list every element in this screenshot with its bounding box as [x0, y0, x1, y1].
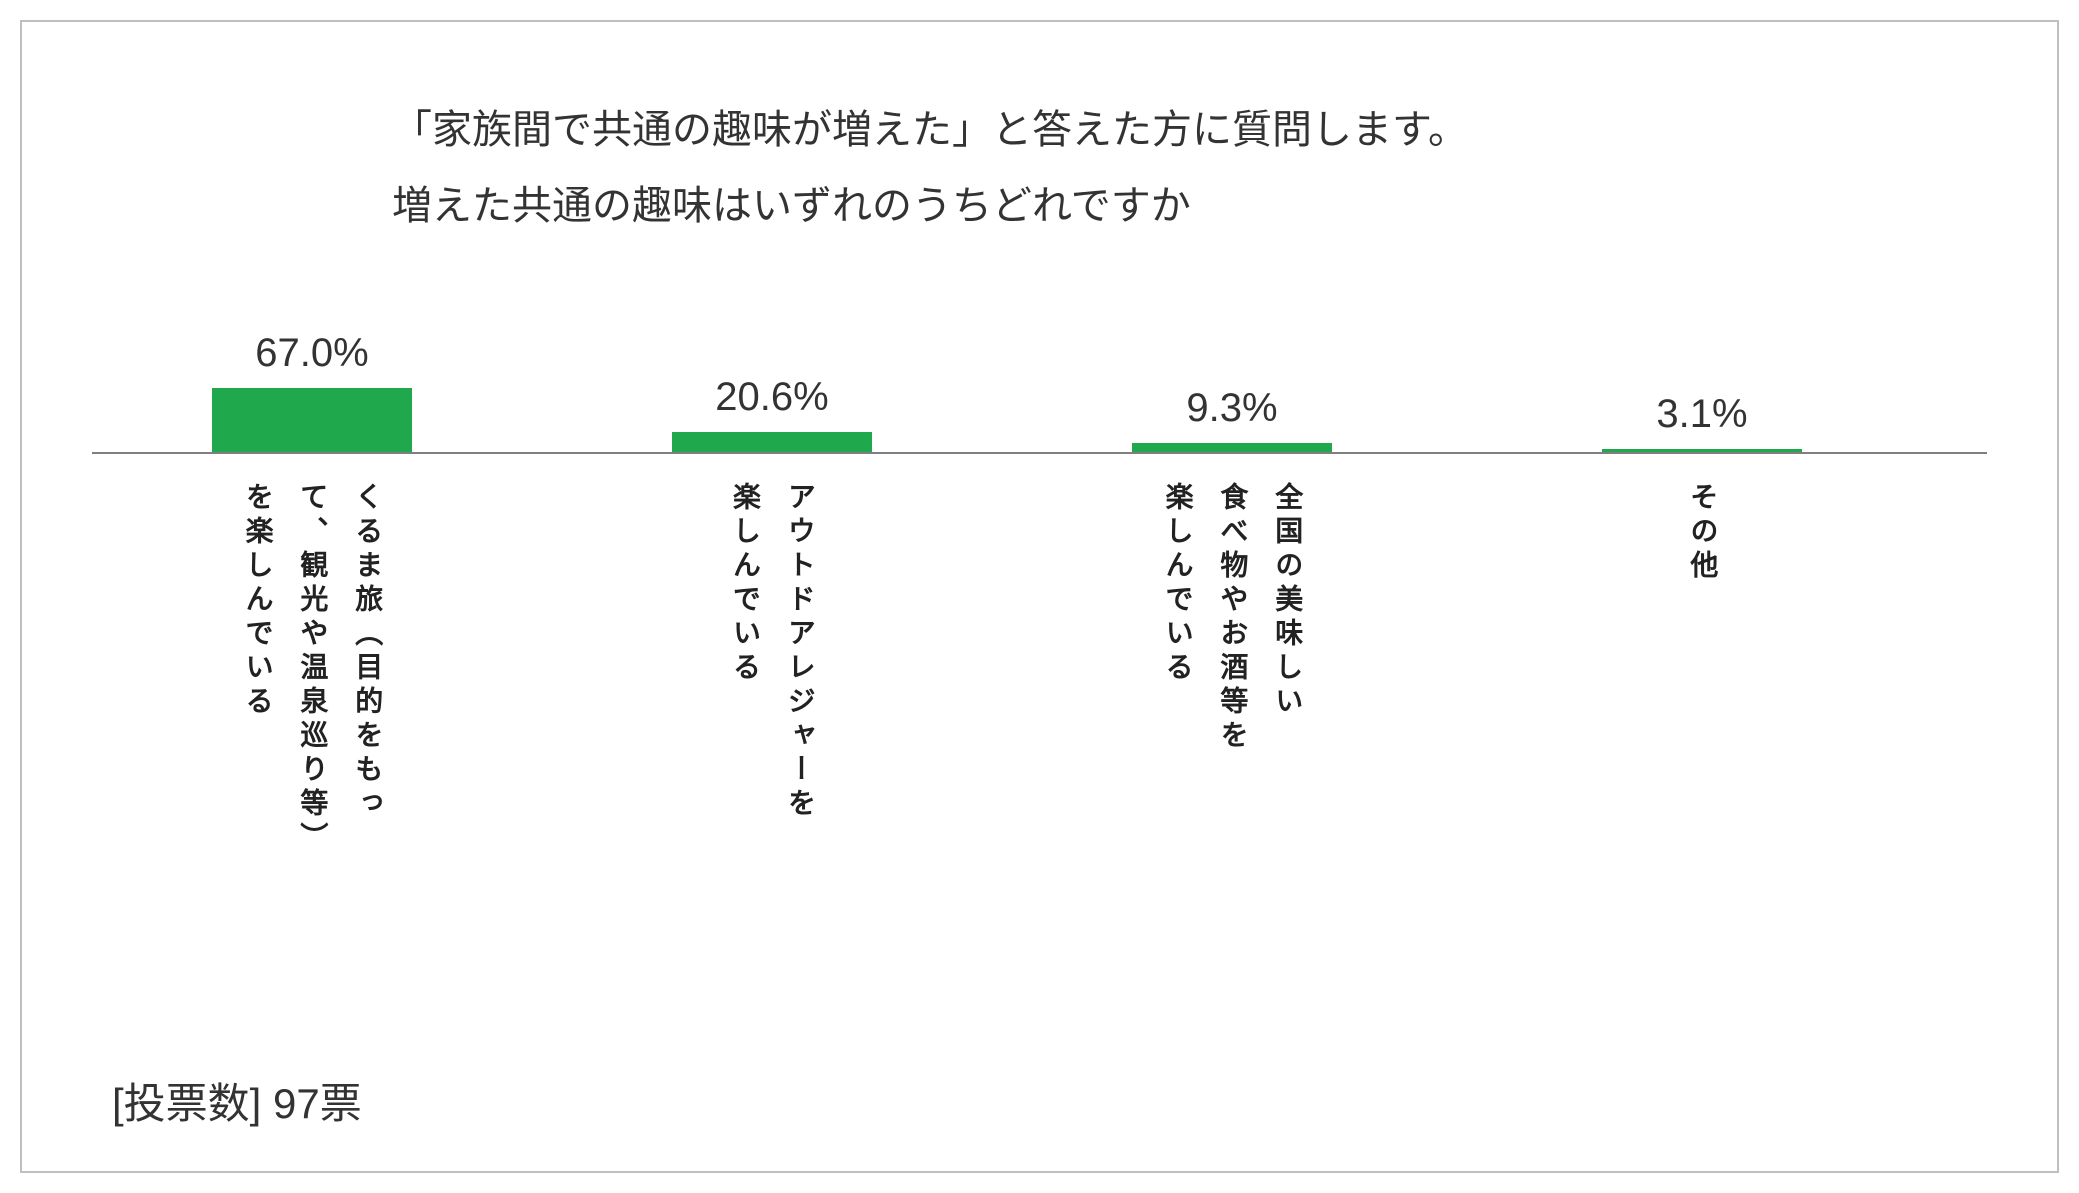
category-label-line: その他	[1680, 482, 1725, 584]
value-label: 67.0%	[202, 331, 422, 376]
bar	[1602, 449, 1802, 452]
category-label-line: 全国の美味しい	[1264, 482, 1309, 754]
category-label-line: 食べ物やお酒等を	[1210, 482, 1255, 754]
category-label: 全国の美味しい食べ物やお酒等を楽しんでいる	[1155, 482, 1309, 754]
title-line-2: 増えた共通の趣味はいずれのうちどれですか	[392, 168, 1468, 244]
category-label-line: 楽しんでいる	[722, 482, 767, 822]
chart-container: 「家族間で共通の趣味が増えた」と答えた方に質問します。 増えた共通の趣味はいずれ…	[20, 20, 2059, 1173]
value-label: 9.3%	[1122, 386, 1342, 431]
bar	[672, 432, 872, 452]
x-axis	[92, 452, 1987, 454]
category-label: その他	[1680, 482, 1725, 584]
bar	[212, 388, 412, 452]
bar	[1132, 443, 1332, 452]
title-line-1: 「家族間で共通の趣味が増えた」と答えた方に質問します。	[392, 92, 1468, 168]
category-label-line: を楽しんでいる	[235, 482, 280, 856]
category-label-line: アウトドアレジャーを	[777, 482, 822, 822]
value-label: 3.1%	[1592, 392, 1812, 437]
category-label-line: くるま旅（目的をもっ	[344, 482, 389, 856]
value-label: 20.6%	[662, 375, 882, 420]
category-label-line: 楽しんでいる	[1155, 482, 1200, 754]
chart-title: 「家族間で共通の趣味が増えた」と答えた方に質問します。 増えた共通の趣味はいずれ…	[392, 92, 1468, 244]
vote-count: [投票数] 97票	[112, 1070, 362, 1131]
category-label: アウトドアレジャーを楽しんでいる	[722, 482, 822, 822]
category-label: くるま旅（目的をもって、観光や温泉巡り等）を楽しんでいる	[235, 482, 389, 856]
category-label-line: て、観光や温泉巡り等）	[290, 482, 335, 856]
